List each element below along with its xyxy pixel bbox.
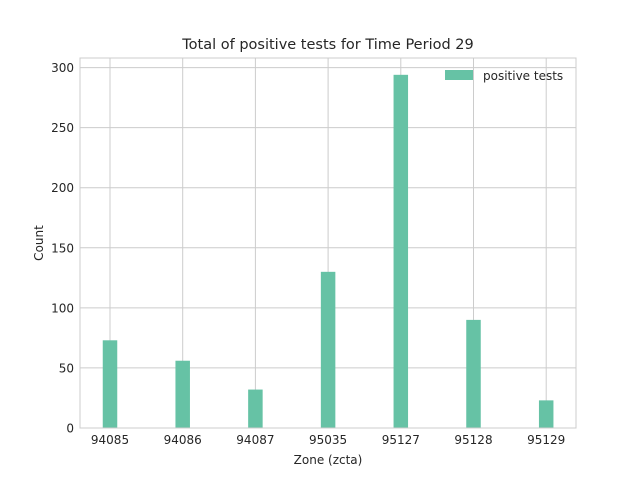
bar	[393, 74, 409, 429]
y-axis-label: Count	[32, 225, 46, 261]
x-tick-label: 95127	[382, 433, 420, 447]
y-tick-label: 100	[51, 301, 74, 315]
bar	[102, 340, 118, 428]
legend: positive tests	[445, 69, 563, 83]
y-tick-labels: 0 50 100 150 200 250 300	[51, 61, 74, 435]
y-tick-label: 50	[59, 361, 74, 375]
bar	[175, 360, 190, 428]
x-tick-label: 95035	[309, 433, 347, 447]
x-tick-label: 94087	[236, 433, 274, 447]
y-tick-label: 0	[66, 422, 74, 436]
bar	[466, 319, 481, 428]
y-tick-label: 250	[51, 121, 74, 135]
chart-title: Total of positive tests for Time Period …	[181, 37, 473, 53]
bars	[102, 74, 554, 429]
legend-label: positive tests	[483, 69, 563, 83]
x-tick-label: 95129	[527, 433, 565, 447]
bar	[248, 389, 263, 428]
x-tick-label: 94086	[164, 433, 202, 447]
x-tick-label: 95128	[454, 433, 492, 447]
bar	[538, 400, 554, 428]
legend-swatch	[445, 70, 473, 80]
y-tick-label: 150	[51, 241, 74, 255]
x-tick-labels: 94085 94086 94087 95035 95127 95128 95129	[91, 433, 565, 447]
x-tick-label: 94085	[91, 433, 129, 447]
y-tick-label: 300	[51, 61, 74, 75]
bar	[320, 271, 336, 428]
y-tick-label: 200	[51, 181, 74, 195]
x-axis-label: Zone (zcta)	[294, 453, 363, 467]
plot-frame	[79, 57, 577, 429]
